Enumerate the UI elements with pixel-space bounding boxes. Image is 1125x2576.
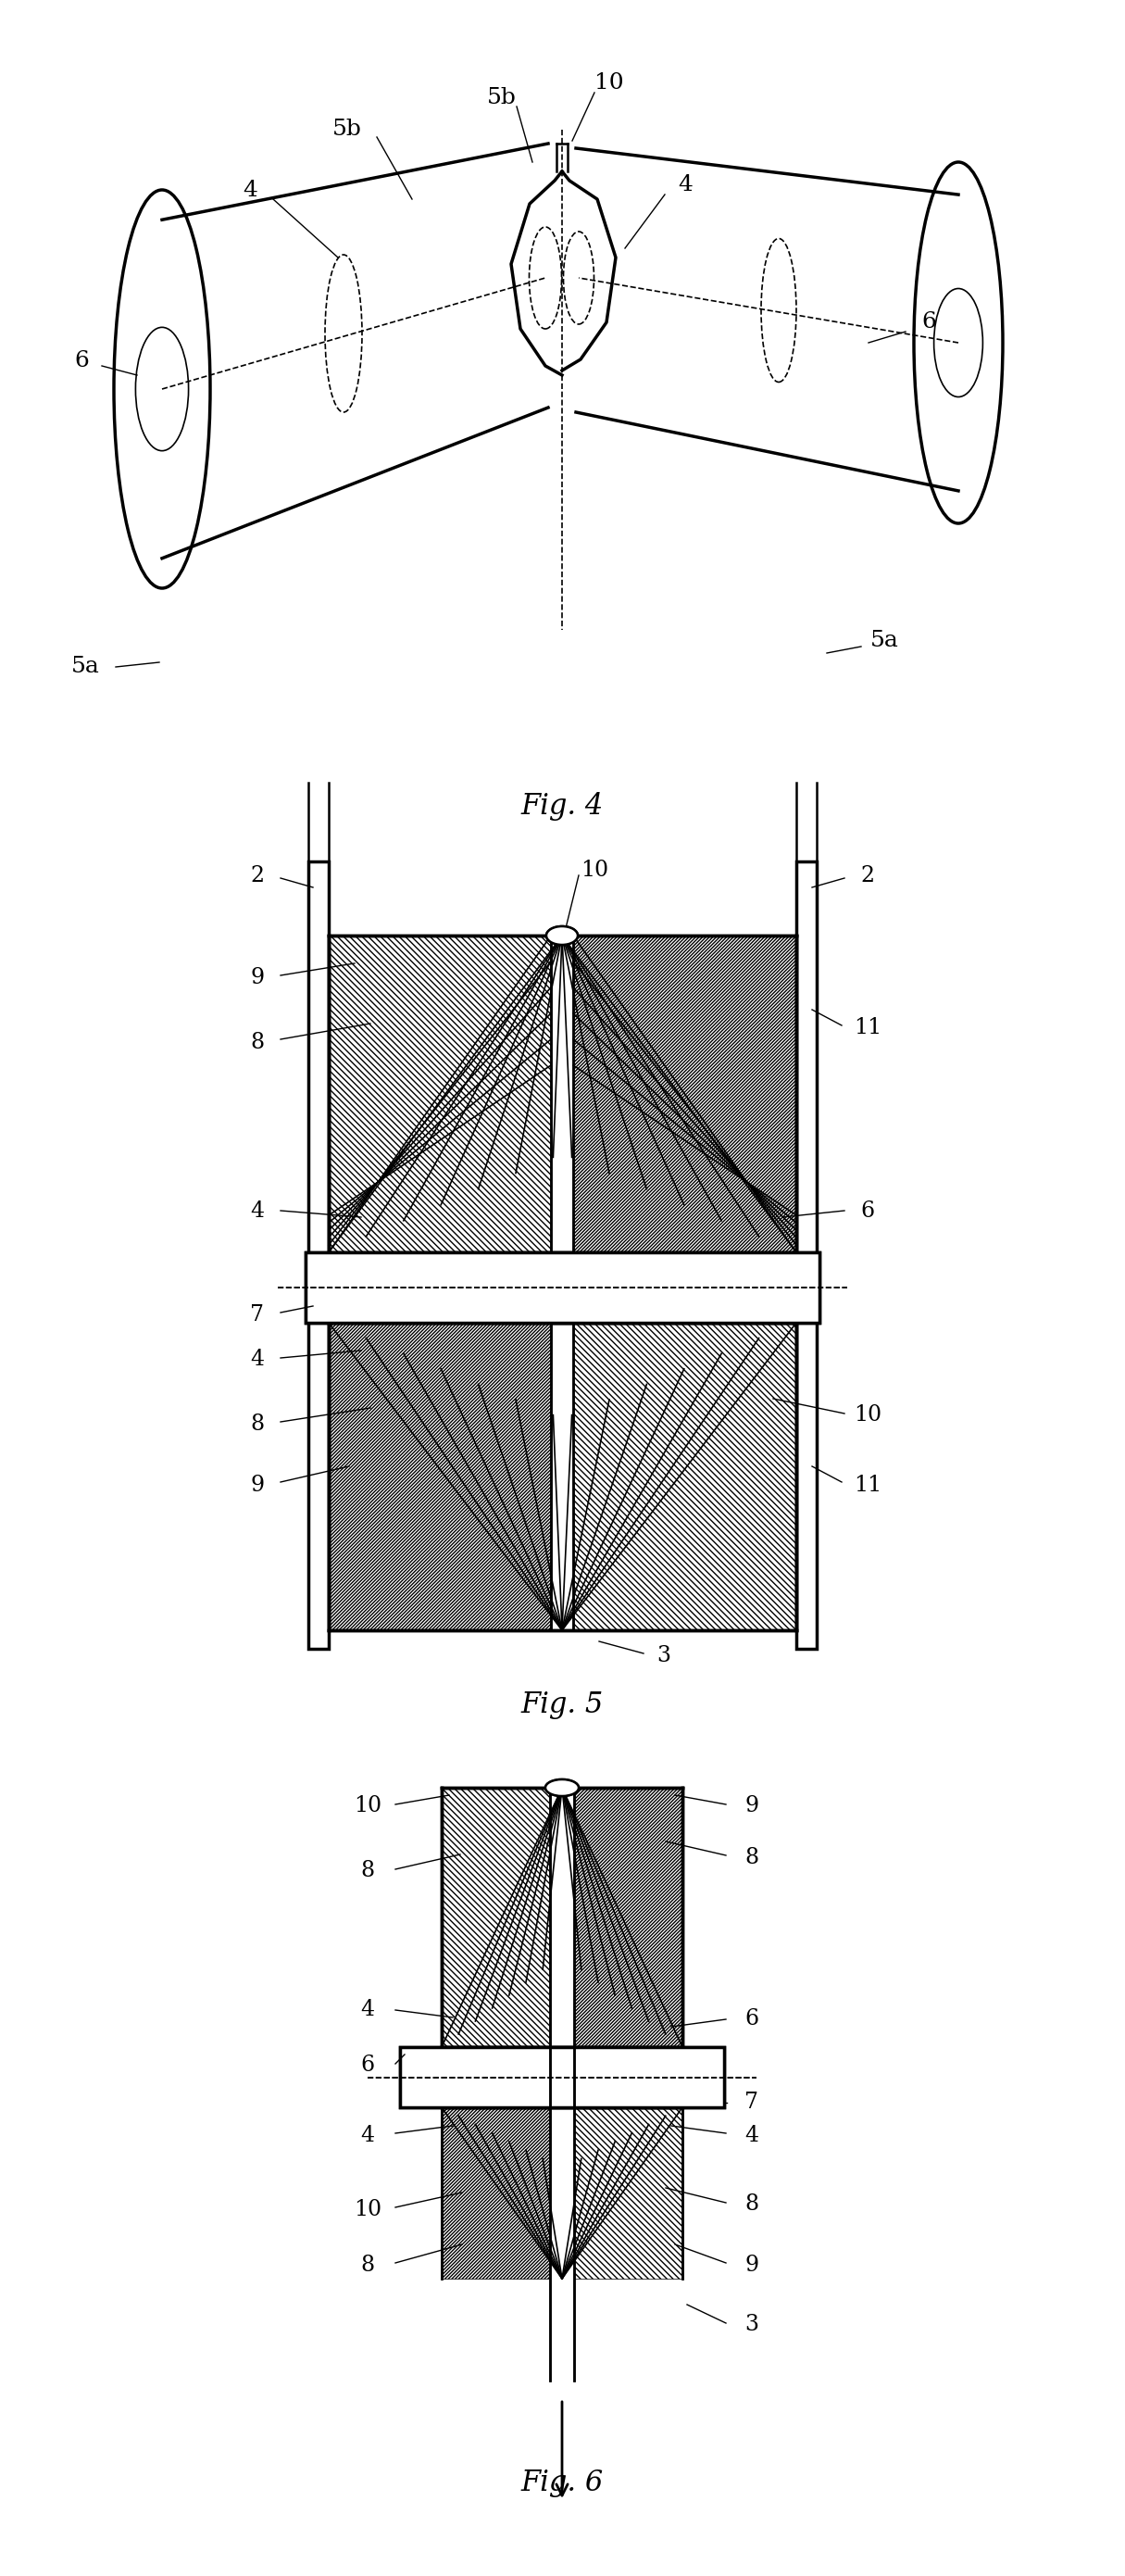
Text: 4: 4	[361, 1999, 375, 2020]
Text: 8: 8	[361, 1860, 375, 1880]
Text: 10: 10	[854, 1404, 882, 1427]
Text: 10: 10	[353, 1795, 381, 1816]
Bar	[796, 860, 817, 1649]
Text: 9: 9	[251, 1473, 264, 1497]
Text: 3: 3	[745, 2313, 758, 2336]
Text: 10: 10	[595, 72, 624, 93]
Text: 4: 4	[243, 180, 258, 201]
Text: Fig. 4: Fig. 4	[521, 791, 603, 819]
Text: 9: 9	[745, 2254, 759, 2275]
Text: 6: 6	[745, 2009, 759, 2030]
Text: 9: 9	[745, 1795, 759, 1816]
Text: 9: 9	[251, 966, 264, 987]
Text: 8: 8	[745, 2195, 759, 2215]
Text: 4: 4	[678, 175, 693, 196]
Text: 5b: 5b	[333, 118, 362, 139]
Text: 2: 2	[861, 866, 874, 886]
Text: 7: 7	[251, 1303, 264, 1327]
Text: 8: 8	[251, 1414, 264, 1435]
Text: 4: 4	[361, 2125, 375, 2146]
Text: 4: 4	[251, 1200, 264, 1221]
Ellipse shape	[546, 1780, 578, 1795]
Text: 5b: 5b	[487, 88, 516, 108]
Text: 11: 11	[854, 1473, 882, 1497]
Text: 2: 2	[251, 866, 264, 886]
Text: 10: 10	[580, 860, 609, 881]
Text: 4: 4	[745, 2125, 759, 2146]
Text: 10: 10	[353, 2197, 381, 2221]
Text: 6: 6	[361, 2056, 375, 2076]
Bar	[400, 2048, 724, 2107]
Polygon shape	[573, 1321, 796, 1631]
Bar	[306, 1252, 819, 1321]
Polygon shape	[328, 1321, 551, 1631]
Text: 8: 8	[361, 2254, 375, 2275]
Text: 5a: 5a	[71, 657, 99, 677]
Polygon shape	[574, 1788, 683, 2048]
Ellipse shape	[547, 927, 578, 945]
Polygon shape	[574, 2107, 683, 2280]
Polygon shape	[442, 2107, 550, 2280]
Text: 8: 8	[745, 1847, 759, 1868]
Polygon shape	[573, 935, 796, 1252]
Ellipse shape	[546, 1780, 578, 1795]
Text: 3: 3	[657, 1646, 670, 1667]
Text: 11: 11	[854, 1018, 882, 1038]
Text: Fig. 5: Fig. 5	[521, 1690, 603, 1718]
Text: Fig. 6: Fig. 6	[521, 2468, 603, 2496]
Bar	[306, 1252, 819, 1321]
Text: 6: 6	[861, 1200, 874, 1221]
Text: 8: 8	[251, 1030, 264, 1054]
Ellipse shape	[547, 927, 578, 945]
Polygon shape	[442, 1788, 550, 2048]
Bar	[308, 860, 328, 1649]
Text: 5a: 5a	[870, 631, 899, 652]
Text: 4: 4	[251, 1350, 264, 1370]
Text: 7: 7	[745, 2092, 758, 2112]
Text: 6: 6	[74, 350, 89, 371]
Polygon shape	[328, 935, 551, 1252]
Text: 6: 6	[921, 312, 936, 332]
Bar	[400, 2048, 724, 2107]
